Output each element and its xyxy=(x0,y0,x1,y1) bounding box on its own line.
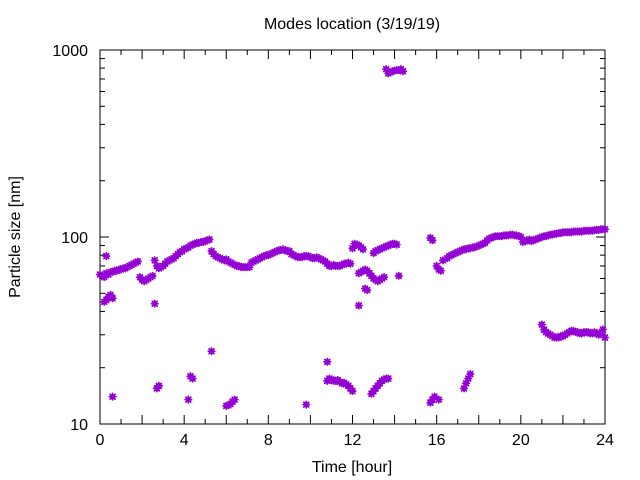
x-tick-label: 12 xyxy=(344,432,362,449)
chart-title: Modes location (3/19/19) xyxy=(264,16,440,33)
y-tick-label: 10 xyxy=(70,417,88,434)
x-tick-labels: 0 4 8 12 16 20 24 xyxy=(96,432,614,449)
data-point xyxy=(106,290,115,300)
data-point xyxy=(245,263,254,272)
x-tick-label: 20 xyxy=(512,432,530,449)
data-point xyxy=(102,252,111,261)
data-point xyxy=(516,232,525,242)
data-point xyxy=(436,266,445,275)
data-point xyxy=(428,236,437,245)
x-tick-label: 8 xyxy=(264,432,273,449)
data-point xyxy=(354,301,363,310)
data-point xyxy=(348,244,357,253)
data-point xyxy=(394,271,403,280)
x-tick-label: 24 xyxy=(596,432,614,449)
data-point xyxy=(302,400,311,409)
data-point xyxy=(464,374,473,383)
data-point xyxy=(432,261,441,271)
data-point xyxy=(184,395,193,404)
data-point xyxy=(537,320,546,329)
data-point xyxy=(148,271,157,280)
tick-marks xyxy=(99,50,606,425)
x-tick-label: 16 xyxy=(428,432,446,449)
data-point xyxy=(102,295,111,305)
x-axis-label: Time [hour] xyxy=(312,459,392,476)
y-tick-label: 100 xyxy=(61,230,88,247)
data-point xyxy=(430,392,439,401)
data-point xyxy=(348,386,357,396)
data-point xyxy=(392,240,401,249)
data-point xyxy=(150,299,159,308)
data-point xyxy=(205,235,214,244)
data-point xyxy=(133,257,142,266)
y-tick-labels: 10 100 1000 xyxy=(52,43,88,434)
data-point xyxy=(600,333,610,342)
data-point xyxy=(207,347,216,356)
data-point xyxy=(600,225,610,234)
data-point xyxy=(466,369,475,379)
data-point xyxy=(323,357,332,366)
data-point xyxy=(358,245,368,254)
data-point xyxy=(379,273,389,282)
data-point xyxy=(363,286,372,295)
data-point xyxy=(108,294,117,303)
data-point xyxy=(384,374,393,383)
data-points xyxy=(95,65,610,410)
data-point xyxy=(382,65,391,74)
data-point xyxy=(230,395,239,404)
data-point xyxy=(398,67,408,76)
data-point xyxy=(596,329,605,338)
x-tick-label: 4 xyxy=(180,432,189,449)
y-axis-label: Particle size [nm] xyxy=(7,176,24,298)
data-point xyxy=(438,256,448,265)
data-point xyxy=(100,273,109,282)
data-point xyxy=(598,325,607,334)
data-point xyxy=(108,392,117,401)
data-point xyxy=(434,395,443,404)
data-point xyxy=(150,256,159,265)
data-point xyxy=(346,259,355,268)
y-tick-label: 1000 xyxy=(52,43,88,60)
data-point xyxy=(462,379,471,388)
data-point xyxy=(459,384,469,393)
x-tick-label: 0 xyxy=(96,432,105,449)
data-point xyxy=(188,374,197,383)
data-point xyxy=(154,381,164,390)
